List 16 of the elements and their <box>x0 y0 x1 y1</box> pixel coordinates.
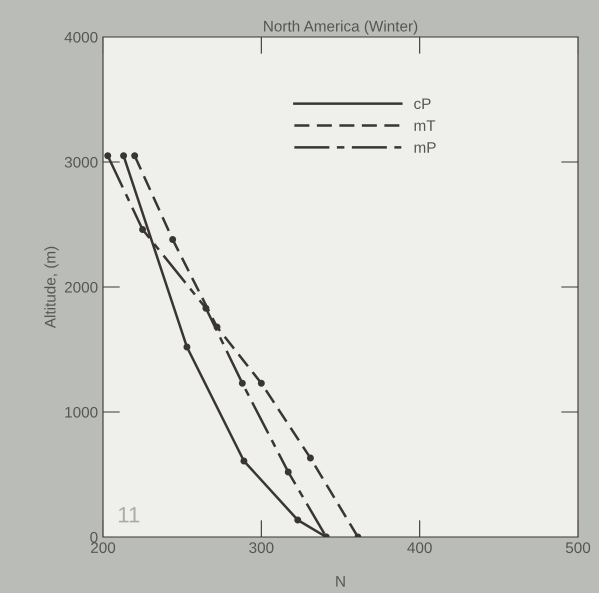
text: mP <box>414 142 436 153</box>
x-axis-title: N <box>336 576 345 587</box>
y-axis-title: Altitude, (m) <box>44 246 59 328</box>
y-tick-label: 4000 <box>64 32 98 43</box>
text: cP <box>414 98 431 110</box>
y-tick-label: 1000 <box>65 406 98 418</box>
x-tick-label: 400 <box>407 542 432 554</box>
x-tick-label: 300 <box>249 542 274 554</box>
chart-title: North America (Winter) <box>264 20 418 35</box>
y-tick-label: 0 <box>90 532 98 543</box>
annotation: 11 <box>118 507 140 522</box>
y-tick-label: 3000 <box>64 156 98 168</box>
x-tick-label: 500 <box>566 542 590 554</box>
y-tick-label: 2000 <box>64 282 98 293</box>
text: mT <box>414 120 436 131</box>
x-tick-label: 200 <box>91 542 116 554</box>
